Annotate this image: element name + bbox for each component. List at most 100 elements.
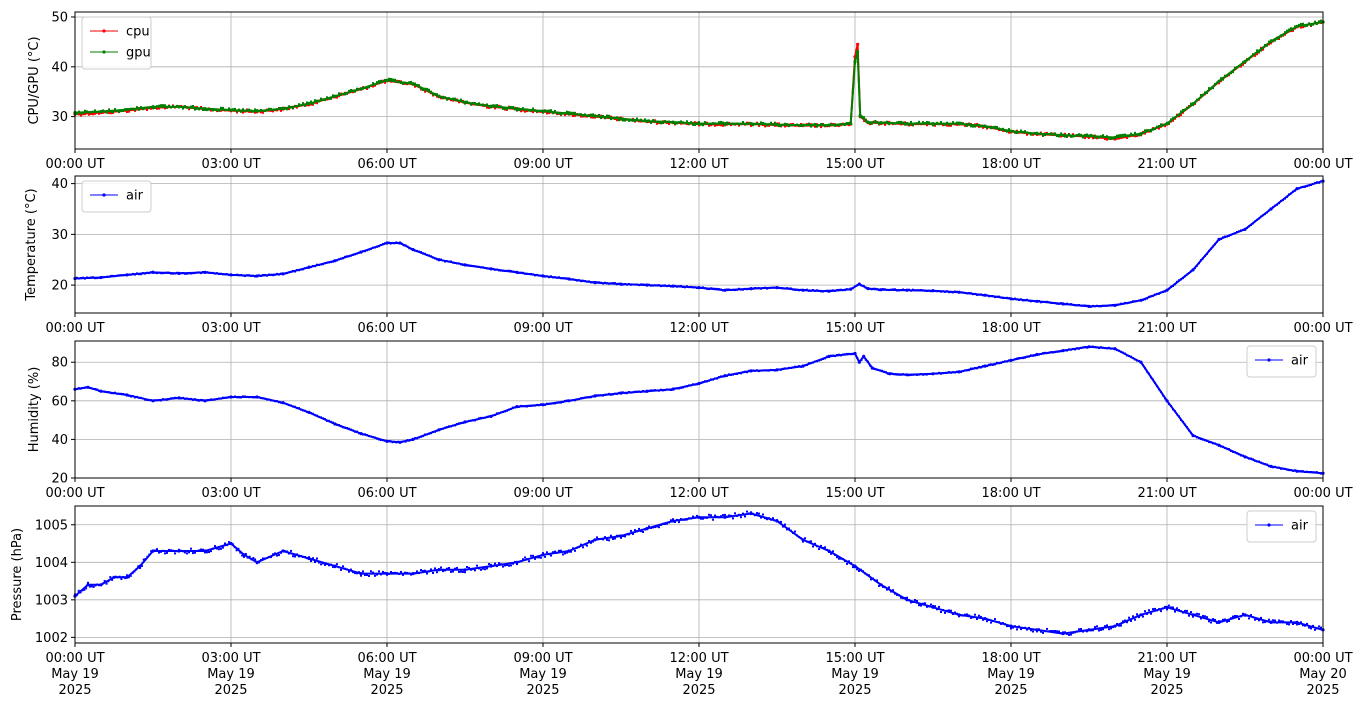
sample-marker <box>220 547 222 550</box>
sample-marker <box>758 124 760 127</box>
sample-marker <box>1084 629 1086 632</box>
sample-marker <box>306 101 308 104</box>
sample-marker <box>1186 273 1188 276</box>
sample-marker <box>488 415 490 418</box>
sample-marker <box>366 574 368 576</box>
sample-marker <box>1148 129 1150 132</box>
sample-marker <box>847 124 850 127</box>
sample-marker <box>360 88 362 91</box>
sample-marker <box>1224 447 1226 449</box>
sample-marker <box>694 121 696 124</box>
sample-marker <box>794 365 796 368</box>
sample-marker <box>241 554 244 557</box>
sample-marker <box>190 105 192 108</box>
sample-marker <box>602 538 604 541</box>
sample-marker <box>448 425 450 428</box>
sample-marker <box>718 121 720 124</box>
sample-marker <box>548 112 550 115</box>
sample-marker <box>652 119 654 122</box>
sample-marker <box>336 96 338 99</box>
sample-marker <box>172 549 174 552</box>
sample-marker <box>120 274 122 277</box>
sample-marker <box>678 387 680 390</box>
sample-marker <box>1072 133 1074 136</box>
sample-marker <box>856 568 858 571</box>
sample-marker <box>908 374 910 377</box>
sample-marker <box>710 287 712 290</box>
sample-marker <box>704 121 706 124</box>
sample-marker <box>1268 43 1270 46</box>
sample-marker <box>330 563 332 566</box>
sample-marker <box>286 403 288 406</box>
sample-marker <box>752 287 754 290</box>
sample-marker <box>1260 616 1262 619</box>
sample-marker <box>1084 304 1086 307</box>
sample-marker <box>1090 133 1092 136</box>
sample-marker <box>490 106 492 109</box>
sample-marker <box>866 573 868 576</box>
sample-marker <box>106 275 108 278</box>
sample-marker <box>849 121 852 124</box>
sample-marker <box>1308 626 1310 629</box>
sample-marker <box>1188 272 1190 274</box>
sample-marker <box>142 558 145 561</box>
sample-marker <box>576 546 578 549</box>
sample-marker <box>841 289 844 292</box>
legend: air <box>1246 345 1317 378</box>
sample-marker <box>1216 621 1218 624</box>
sample-marker <box>438 259 440 262</box>
sample-marker <box>282 401 284 404</box>
sample-marker <box>786 528 788 531</box>
sample-marker <box>174 396 176 399</box>
sample-marker <box>468 264 470 267</box>
sample-marker <box>350 89 352 91</box>
sample-marker <box>1098 629 1100 632</box>
sample-marker <box>702 124 704 127</box>
sample-marker <box>714 124 716 127</box>
x-tick-label-line: 2025 <box>214 683 247 698</box>
sample-marker <box>458 99 460 102</box>
sample-marker <box>254 396 256 399</box>
sample-marker <box>318 100 320 103</box>
sample-marker <box>843 124 846 126</box>
sample-marker <box>248 555 251 558</box>
sample-marker <box>430 90 432 93</box>
sample-marker <box>910 120 912 123</box>
sample-marker <box>614 282 616 285</box>
sample-marker <box>1192 615 1194 618</box>
sample-marker <box>200 398 202 401</box>
sample-marker <box>658 284 660 287</box>
sample-marker <box>612 393 614 396</box>
sample-marker <box>1200 438 1202 441</box>
sample-marker <box>496 412 498 415</box>
sample-marker <box>604 393 606 396</box>
sample-marker <box>1140 133 1142 136</box>
sample-marker <box>968 369 970 372</box>
sample-marker <box>984 617 986 620</box>
sample-marker <box>94 388 97 390</box>
sample-marker <box>618 534 620 537</box>
sample-marker <box>1086 304 1088 307</box>
sample-marker <box>742 512 744 515</box>
x-tick-label-line: 03:00 UT <box>201 651 260 666</box>
sample-marker <box>748 122 750 125</box>
sample-marker <box>722 375 724 378</box>
sample-marker <box>87 581 89 584</box>
sample-marker <box>1248 225 1250 228</box>
sample-marker <box>872 287 875 290</box>
sample-marker <box>110 392 112 395</box>
sample-marker <box>356 87 358 90</box>
sample-marker <box>502 107 504 110</box>
sample-marker <box>782 123 784 126</box>
sample-marker <box>164 552 166 555</box>
sample-marker <box>326 261 328 264</box>
sample-marker <box>716 287 718 290</box>
sample-marker <box>1314 628 1316 631</box>
sample-marker <box>932 289 934 292</box>
sample-marker <box>370 84 372 87</box>
sample-marker <box>1030 133 1032 136</box>
sample-marker <box>294 105 296 108</box>
sample-marker <box>536 403 538 406</box>
sample-marker <box>898 120 900 123</box>
sample-marker <box>226 544 228 547</box>
